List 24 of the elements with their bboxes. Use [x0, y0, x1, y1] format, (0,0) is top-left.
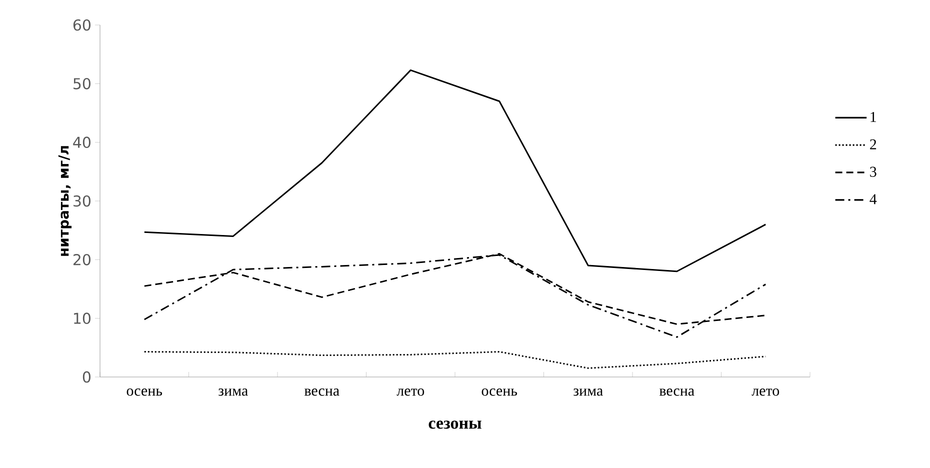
y-tick-label: 40 — [73, 136, 90, 148]
y-axis-title: нитраты, мг/л — [58, 146, 72, 256]
legend-label: 2 — [870, 139, 876, 150]
y-tick-label: 50 — [74, 78, 90, 90]
line-series — [144, 254, 766, 338]
legend-label: 3 — [870, 166, 876, 177]
y-tick-label: 20 — [73, 254, 90, 266]
x-tick-label: осень — [482, 388, 518, 396]
x-tick-label: лето — [396, 388, 424, 396]
y-tick-label: 10 — [74, 312, 90, 324]
line-series — [144, 69, 766, 272]
legend-label: 4 — [870, 194, 877, 204]
legend-label: 1 — [870, 112, 876, 122]
y-tick-label: 60 — [73, 19, 90, 31]
line-series — [144, 351, 766, 369]
x-tick-label: весна — [304, 388, 340, 396]
y-tick-label: 30 — [74, 195, 90, 207]
x-axis-title: сезоны — [428, 420, 482, 429]
x-tick-label: весна — [659, 388, 694, 396]
x-tick-label: зима — [574, 388, 603, 396]
x-tick-label: осень — [126, 388, 162, 396]
x-tick-label: зима — [218, 388, 248, 396]
y-tick-label: 0 — [82, 371, 90, 383]
x-tick-label: лето — [752, 388, 780, 396]
